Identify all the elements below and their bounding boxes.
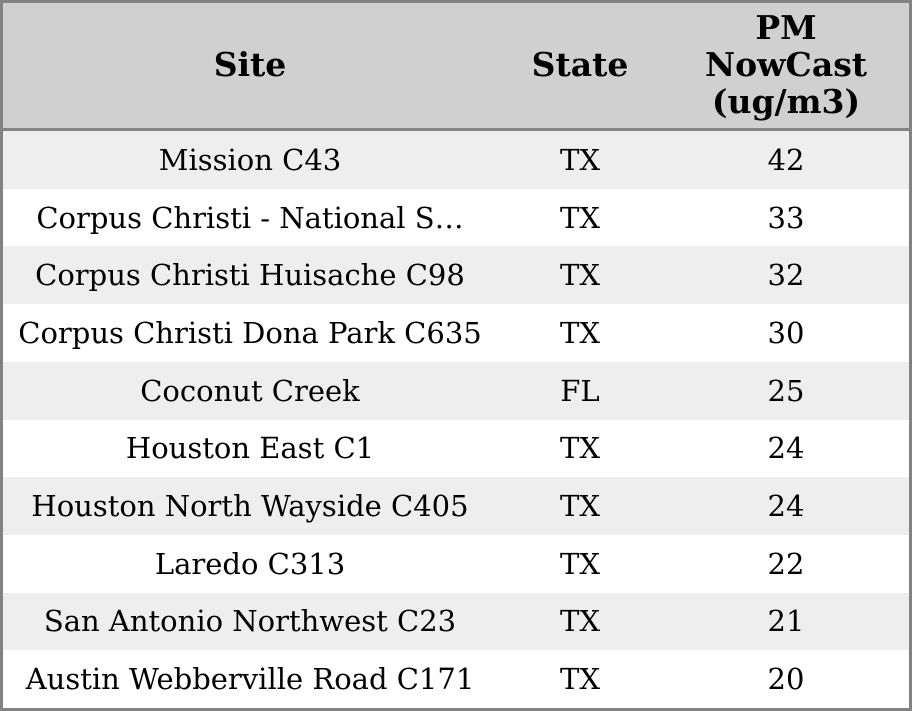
table-row: Austin Webberville Road C171 TX 20 bbox=[3, 650, 909, 709]
state-cell: FL bbox=[560, 373, 600, 408]
site-cell: Corpus Christi - National S… bbox=[36, 200, 464, 235]
state-cell: TX bbox=[560, 489, 600, 524]
table-row: San Antonio Northwest C23 TX 21 bbox=[3, 592, 909, 651]
table-row: Laredo C313 TX 22 bbox=[3, 534, 909, 593]
site-cell: Houston North Wayside C405 bbox=[31, 489, 469, 524]
site-cell: Austin Webberville Road C171 bbox=[25, 662, 475, 697]
site-cell: San Antonio Northwest C23 bbox=[43, 604, 457, 639]
state-cell: TX bbox=[560, 142, 600, 177]
site-cell: Corpus Christi Huisache C98 bbox=[35, 258, 465, 293]
site-cell: Laredo C313 bbox=[154, 546, 346, 581]
table-row: Mission C43 TX 42 bbox=[3, 131, 909, 189]
site-cell: Mission C43 bbox=[158, 142, 342, 177]
table-row: Corpus Christi - National S… TX 33 bbox=[3, 188, 909, 247]
site-cell: Coconut Creek bbox=[140, 373, 360, 408]
table-row: Corpus Christi Huisache C98 TX 32 bbox=[3, 246, 909, 305]
table-body: Mission C43 TX 42 Corpus Christi - Natio… bbox=[3, 131, 909, 709]
state-cell: TX bbox=[560, 431, 600, 466]
column-header-pm-nowcast: PM NowCast (ug/m3) bbox=[704, 8, 868, 121]
state-cell: TX bbox=[560, 315, 600, 350]
table-row: Corpus Christi Dona Park C635 TX 30 bbox=[3, 304, 909, 362]
column-header-state: State bbox=[531, 45, 629, 85]
site-cell: Corpus Christi Dona Park C635 bbox=[18, 315, 482, 350]
column-header-site: Site bbox=[213, 45, 287, 85]
pm-nowcast-cell: 20 bbox=[767, 662, 805, 697]
table-row: Coconut Creek FL 25 bbox=[3, 361, 909, 420]
state-cell: TX bbox=[560, 258, 600, 293]
table-row: Houston East C1 TX 24 bbox=[3, 419, 909, 478]
pm-nowcast-cell: 21 bbox=[767, 604, 805, 639]
table-row: Houston North Wayside C405 TX 24 bbox=[3, 477, 909, 535]
pm-nowcast-cell: 24 bbox=[767, 431, 805, 466]
pm-nowcast-cell: 22 bbox=[767, 546, 805, 581]
pm-nowcast-cell: 24 bbox=[767, 489, 805, 524]
state-cell: TX bbox=[560, 604, 600, 639]
state-cell: TX bbox=[560, 200, 600, 235]
table-header: Site State PM NowCast (ug/m3) bbox=[3, 3, 909, 131]
state-cell: TX bbox=[560, 662, 600, 697]
pm-nowcast-cell: 42 bbox=[767, 142, 805, 177]
site-cell: Houston East C1 bbox=[125, 431, 375, 466]
pm-nowcast-cell: 30 bbox=[767, 315, 805, 350]
pm-nowcast-cell: 25 bbox=[767, 373, 805, 408]
state-cell: TX bbox=[560, 546, 600, 581]
pm-nowcast-cell: 32 bbox=[767, 258, 805, 293]
pm-nowcast-cell: 33 bbox=[767, 200, 805, 235]
